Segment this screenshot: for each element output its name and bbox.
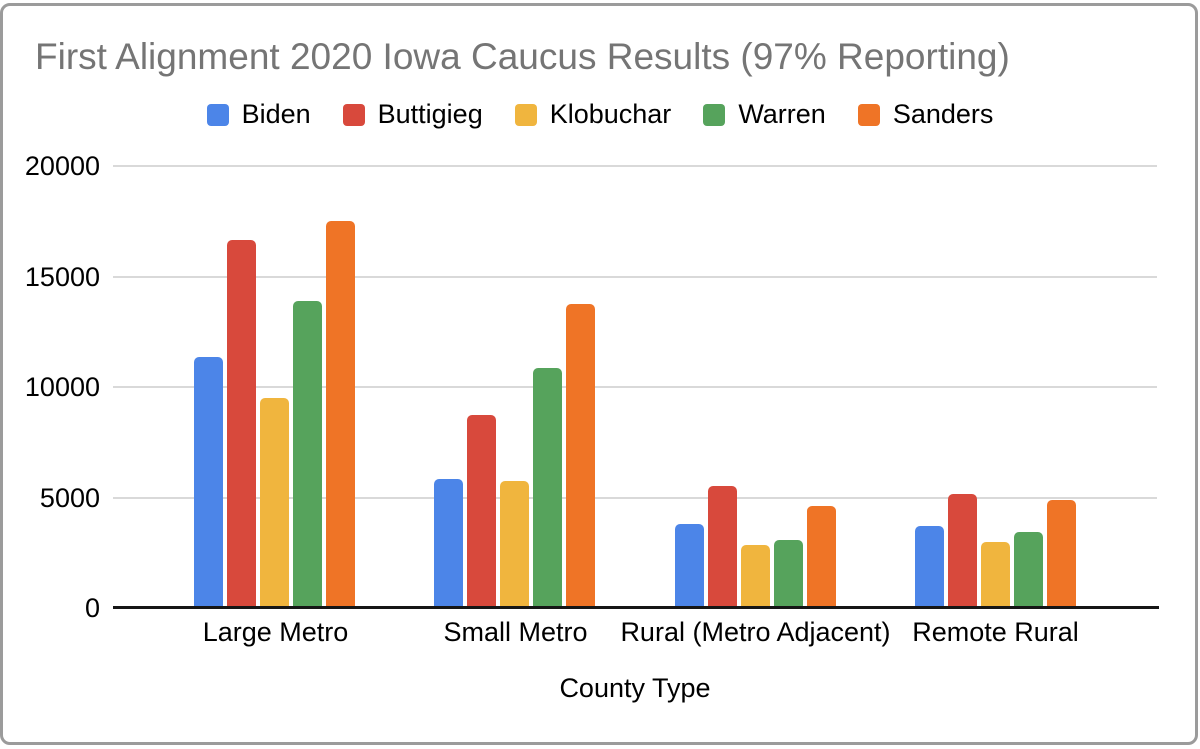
- legend-item-klobuchar: Klobuchar: [514, 99, 672, 130]
- legend-swatch-klobuchar: [514, 103, 537, 126]
- bar-klobuchar-large-metro: [260, 398, 289, 608]
- bar-buttigieg-remote-rural: [947, 494, 977, 608]
- legend-label-biden: Biden: [241, 99, 311, 129]
- x-axis-title: County Type: [559, 673, 711, 703]
- bar-warren-small-metro: [533, 368, 563, 608]
- bar-group-remote-rural: [914, 494, 1076, 608]
- legend: Biden Buttigieg Klobuchar Warren Sanders: [0, 99, 1200, 130]
- bar-group-large-metro: [194, 221, 355, 608]
- y-tick-label-10000: 10000: [24, 372, 100, 402]
- bar-buttigieg-large-metro: [227, 240, 256, 608]
- bar-group-small-metro: [434, 304, 596, 608]
- bar-klobuchar-small-metro: [500, 480, 530, 608]
- chart-title: First Alignment 2020 Iowa Caucus Results…: [35, 36, 1010, 77]
- bar-sanders-remote-rural: [1046, 499, 1076, 608]
- gridline-5000: [113, 496, 1157, 499]
- legend-item-buttigieg: Buttigieg: [342, 99, 483, 130]
- bar-sanders-small-metro: [566, 304, 596, 608]
- x-label-small-metro: Small Metro: [443, 617, 588, 647]
- legend-item-biden: Biden: [206, 99, 311, 130]
- y-tick-label-0: 0: [84, 593, 100, 623]
- bar-sanders-large-metro: [326, 221, 355, 608]
- bar-biden-small-metro: [434, 478, 464, 608]
- legend-item-warren: Warren: [703, 99, 826, 130]
- legend-swatch-sanders: [857, 103, 880, 126]
- legend-label-warren: Warren: [738, 99, 826, 129]
- legend-label-sanders: Sanders: [892, 99, 994, 129]
- legend-swatch-warren: [703, 103, 726, 126]
- legend-item-sanders: Sanders: [857, 99, 994, 130]
- x-axis-line: [113, 606, 1159, 609]
- plot-area: [113, 166, 1157, 608]
- bar-buttigieg-rural-metro-adjacent: [707, 486, 737, 608]
- bar-klobuchar-remote-rural: [980, 541, 1010, 608]
- gridline-10000: [113, 386, 1157, 388]
- bar-warren-large-metro: [293, 300, 322, 608]
- x-label-large-metro: Large Metro: [202, 617, 349, 647]
- y-tick-label-20000: 20000: [24, 151, 100, 181]
- legend-label-buttigieg: Buttigieg: [377, 99, 483, 129]
- y-tick-label-5000: 5000: [39, 482, 100, 513]
- bar-biden-rural-metro-adjacent: [674, 524, 704, 608]
- legend-label-klobuchar: Klobuchar: [549, 99, 672, 129]
- legend-swatch-biden: [206, 103, 229, 126]
- bar-group-rural-metro-adjacent: [674, 486, 836, 608]
- legend-swatch-buttigieg: [342, 103, 365, 126]
- x-label-remote-rural: Remote Rural: [912, 617, 1079, 647]
- y-tick-label-15000: 15000: [24, 261, 100, 292]
- bar-biden-large-metro: [194, 357, 223, 608]
- gridline-20000: [113, 165, 1157, 167]
- bar-warren-rural-metro-adjacent: [773, 539, 803, 608]
- bar-sanders-rural-metro-adjacent: [806, 506, 836, 608]
- bar-klobuchar-rural-metro-adjacent: [740, 545, 770, 608]
- x-label-rural-metro-adjacent: Rural (Metro Adjacent): [620, 617, 891, 647]
- bar-warren-remote-rural: [1013, 531, 1043, 608]
- gridline-15000: [113, 275, 1157, 278]
- bar-biden-remote-rural: [914, 526, 944, 608]
- bar-buttigieg-small-metro: [467, 414, 497, 608]
